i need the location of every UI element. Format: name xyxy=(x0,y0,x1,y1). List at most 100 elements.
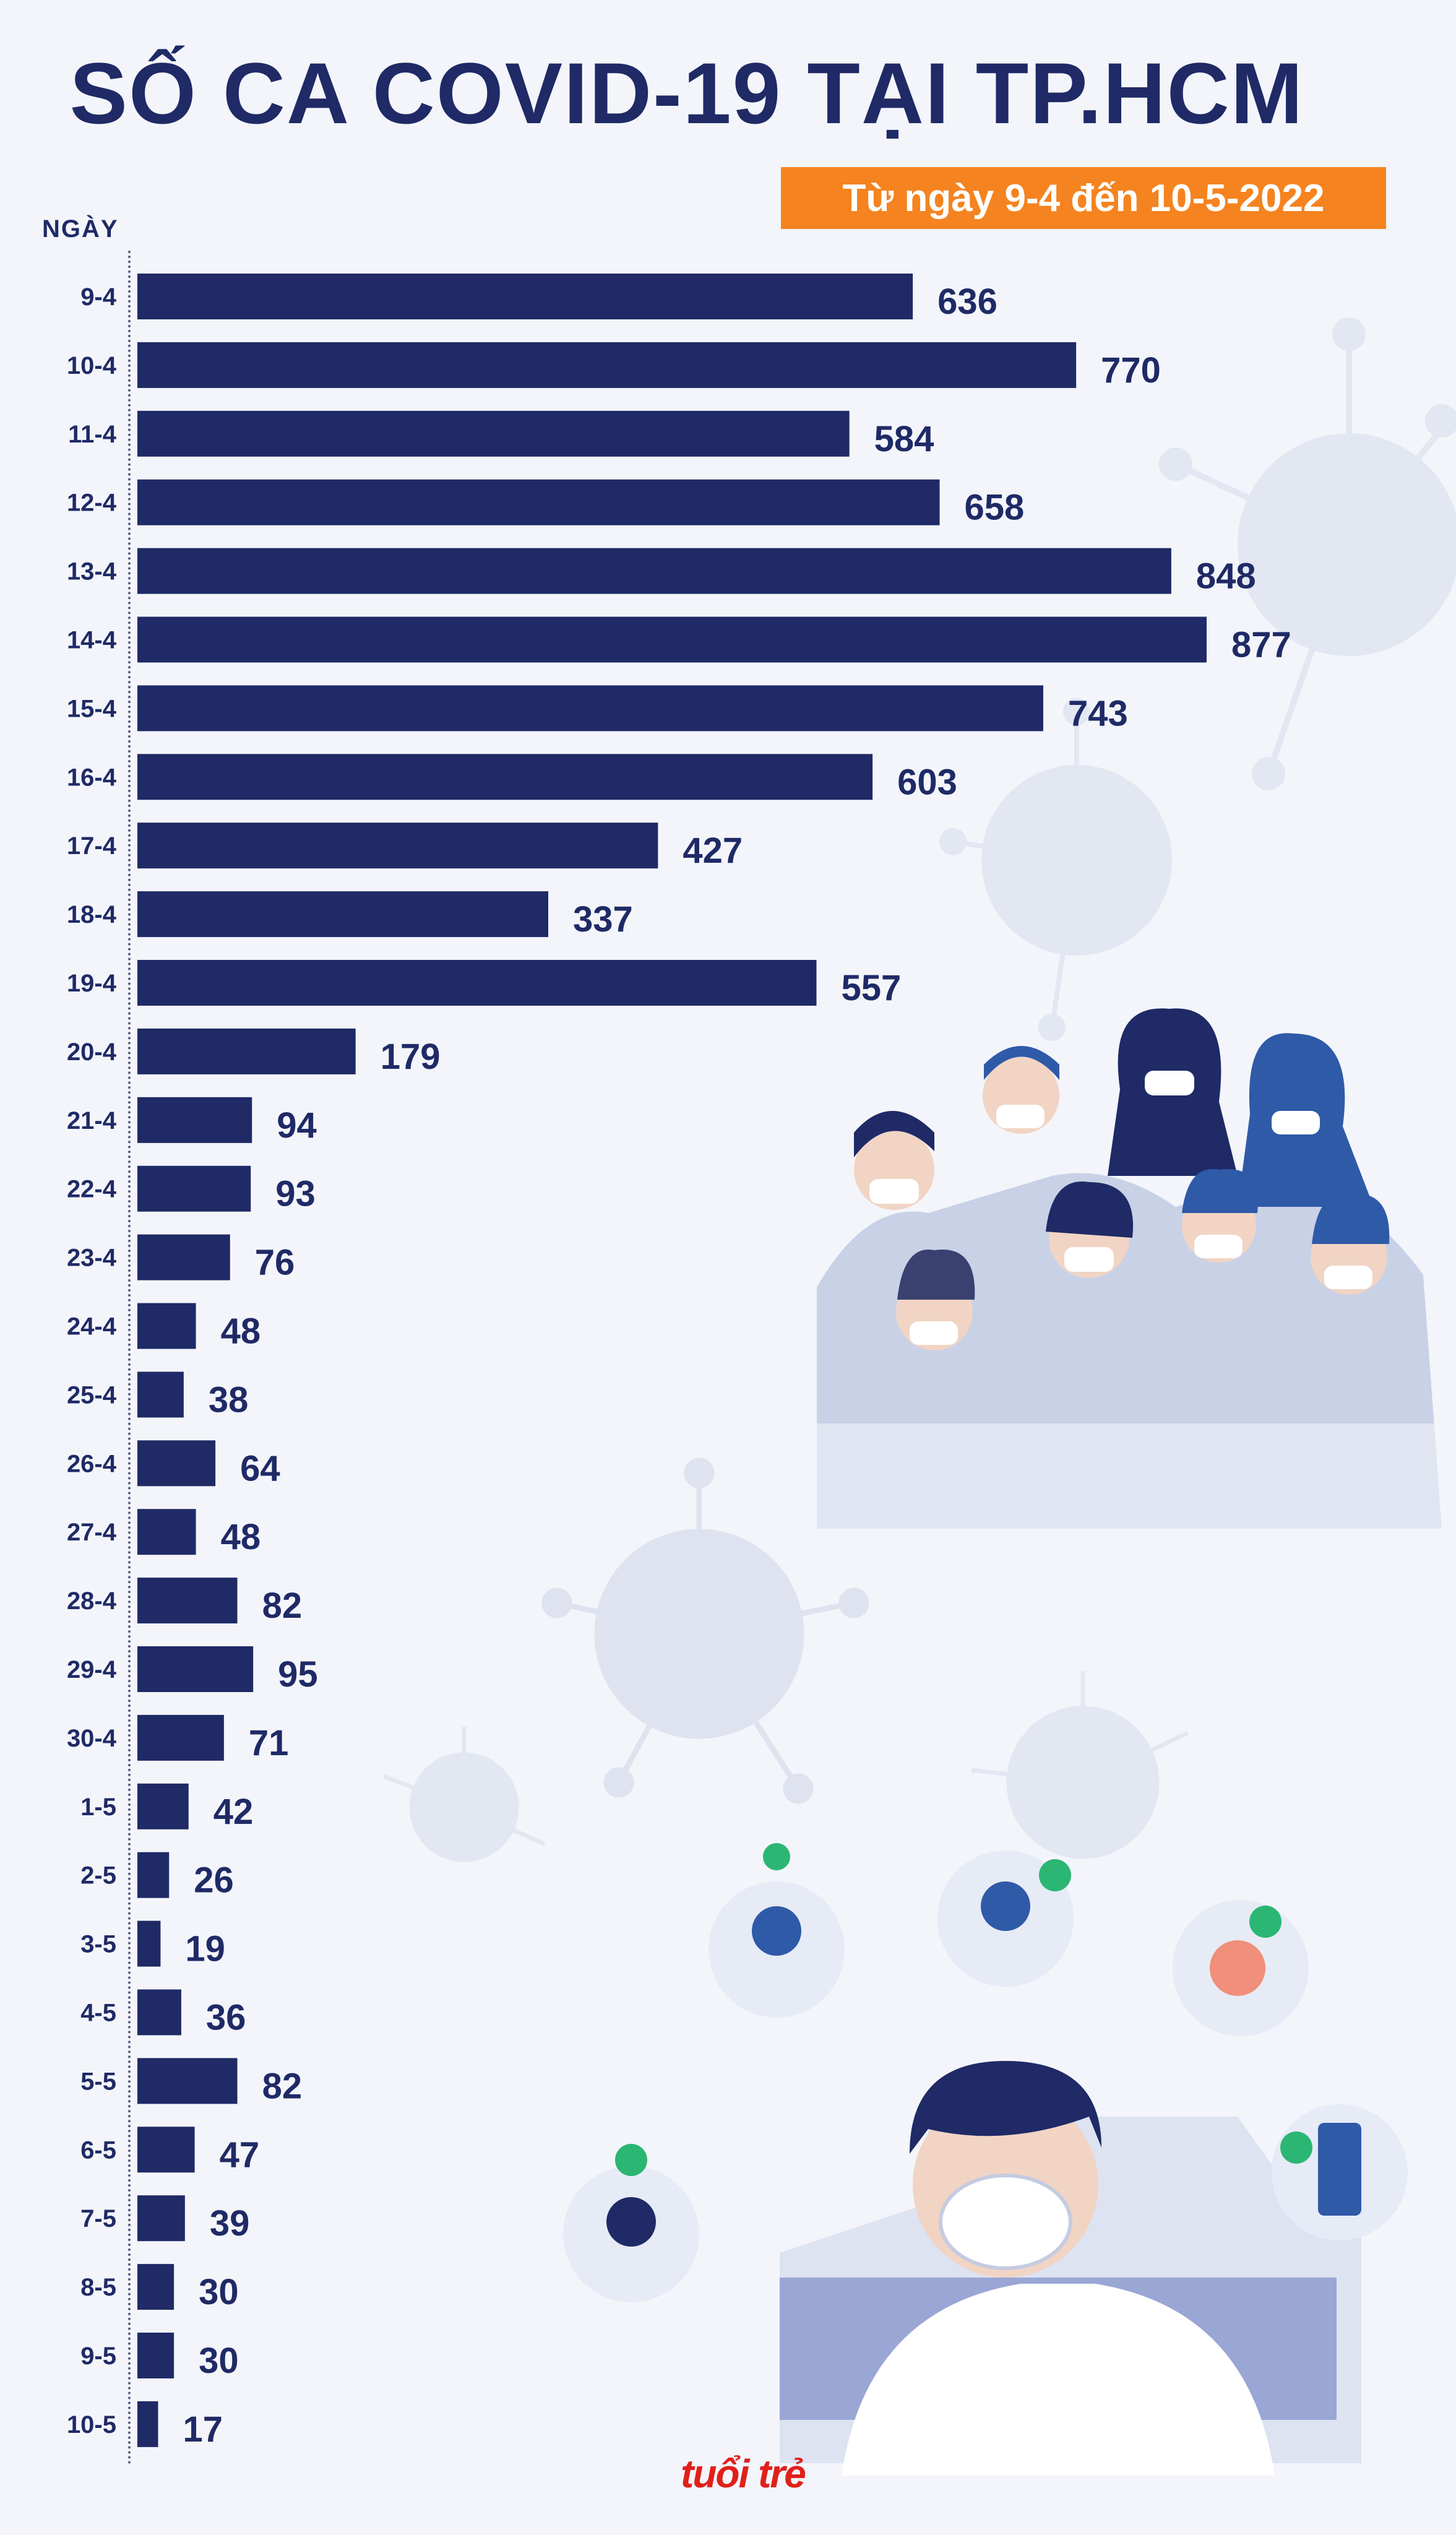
date-label: 10-4 xyxy=(67,352,117,379)
date-label: 9-5 xyxy=(80,2343,116,2370)
value-label: 179 xyxy=(381,1037,441,1077)
date-label: 15-4 xyxy=(67,695,117,722)
doctor-illustration xyxy=(563,1843,1408,2476)
date-label: 28-4 xyxy=(67,1587,117,1615)
bar xyxy=(137,1852,170,1898)
value-label: 42 xyxy=(213,1792,254,1832)
date-label: 8-5 xyxy=(80,2274,116,2301)
value-label: 76 xyxy=(255,1243,295,1283)
bar xyxy=(137,2195,185,2242)
virus-icon-small xyxy=(382,1671,1189,1862)
bar xyxy=(137,2401,158,2447)
date-label: 5-5 xyxy=(80,2068,116,2095)
date-label: 29-4 xyxy=(67,1656,117,1683)
bar xyxy=(137,342,1077,388)
value-label: 770 xyxy=(1101,350,1161,391)
date-label: 16-4 xyxy=(67,764,117,791)
chart-title: SỐ CA COVID-19 TẠI TP.HCM xyxy=(69,45,1304,142)
value-label: 584 xyxy=(874,419,934,459)
date-label: 24-4 xyxy=(67,1313,117,1341)
date-label: 3-5 xyxy=(80,1931,116,1958)
value-label: 94 xyxy=(277,1105,317,1146)
bar xyxy=(137,616,1207,663)
value-label: 17 xyxy=(183,2409,223,2450)
date-label: 11-4 xyxy=(68,421,117,448)
bar xyxy=(137,1783,189,1829)
date-label: 17-4 xyxy=(67,832,117,860)
date-label: 19-4 xyxy=(67,970,117,997)
value-label: 48 xyxy=(221,1517,261,1557)
date-label: 4-5 xyxy=(80,2000,116,2027)
date-label: 26-4 xyxy=(67,1450,117,1477)
bar xyxy=(137,754,873,800)
value-label: 93 xyxy=(275,1174,316,1214)
date-label: 10-5 xyxy=(67,2411,116,2438)
value-label: 19 xyxy=(185,1929,225,1969)
bar xyxy=(137,1165,251,1212)
bar xyxy=(137,548,1171,594)
bar xyxy=(137,891,549,938)
value-label: 30 xyxy=(199,2272,239,2312)
value-label: 36 xyxy=(206,1998,246,2038)
date-label: 12-4 xyxy=(67,490,117,517)
check-icon xyxy=(615,2144,647,2176)
bar xyxy=(137,1509,196,1555)
value-label: 636 xyxy=(937,282,997,322)
bar xyxy=(137,1578,238,1624)
value-label: 39 xyxy=(210,2203,250,2243)
date-label: 21-4 xyxy=(67,1107,117,1134)
bar xyxy=(137,2058,238,2104)
value-label: 47 xyxy=(220,2135,260,2175)
value-label: 557 xyxy=(841,968,901,1008)
virus-icon-large xyxy=(1159,317,1456,790)
bar xyxy=(137,410,850,457)
value-label: 26 xyxy=(194,1860,234,1901)
date-label: 14-4 xyxy=(67,627,117,654)
bar xyxy=(137,823,658,869)
value-label: 82 xyxy=(262,2066,303,2106)
y-axis-line xyxy=(128,251,131,2466)
date-range-badge: Từ ngày 9-4 đến 10-5-2022 xyxy=(781,167,1386,229)
bar xyxy=(137,1371,184,1418)
bar xyxy=(137,1097,252,1143)
bar xyxy=(137,2127,195,2173)
date-label: 22-4 xyxy=(67,1176,117,1203)
value-label: 877 xyxy=(1231,625,1291,665)
bar xyxy=(137,2264,174,2310)
bar xyxy=(137,1714,224,1761)
date-label: 18-4 xyxy=(67,901,117,928)
bar xyxy=(137,1440,216,1487)
value-label: 848 xyxy=(1196,556,1256,597)
date-label: 30-4 xyxy=(67,1725,117,1752)
value-label: 427 xyxy=(683,831,743,871)
bar xyxy=(137,1303,196,1349)
value-label: 743 xyxy=(1068,693,1128,733)
value-label: 95 xyxy=(278,1654,318,1695)
value-label: 337 xyxy=(573,899,633,939)
bar xyxy=(137,479,940,525)
bar xyxy=(137,1920,161,1967)
y-axis-title: NGÀY xyxy=(42,215,119,243)
virus-icon-mid xyxy=(939,698,1172,1041)
date-label: 6-5 xyxy=(80,2136,116,2164)
date-label: 20-4 xyxy=(67,1039,117,1066)
value-label: 38 xyxy=(209,1380,249,1420)
bar xyxy=(137,1028,356,1074)
value-label: 30 xyxy=(199,2341,239,2381)
check-icon xyxy=(1280,2131,1312,2164)
bar xyxy=(137,1989,181,2036)
bar xyxy=(137,274,913,319)
date-label: 25-4 xyxy=(67,1381,117,1409)
value-label: 603 xyxy=(897,762,957,802)
bar xyxy=(137,685,1043,732)
check-icon xyxy=(1249,1906,1282,1938)
bar xyxy=(137,960,817,1006)
date-label: 13-4 xyxy=(67,558,117,585)
date-label: 7-5 xyxy=(80,2205,116,2232)
virus-icon-lower xyxy=(541,1458,869,1804)
bar xyxy=(137,1234,230,1280)
tuoitre-logo: tuổi trẻ xyxy=(681,2451,806,2496)
date-label: 9-4 xyxy=(80,283,117,311)
value-label: 48 xyxy=(221,1311,261,1352)
